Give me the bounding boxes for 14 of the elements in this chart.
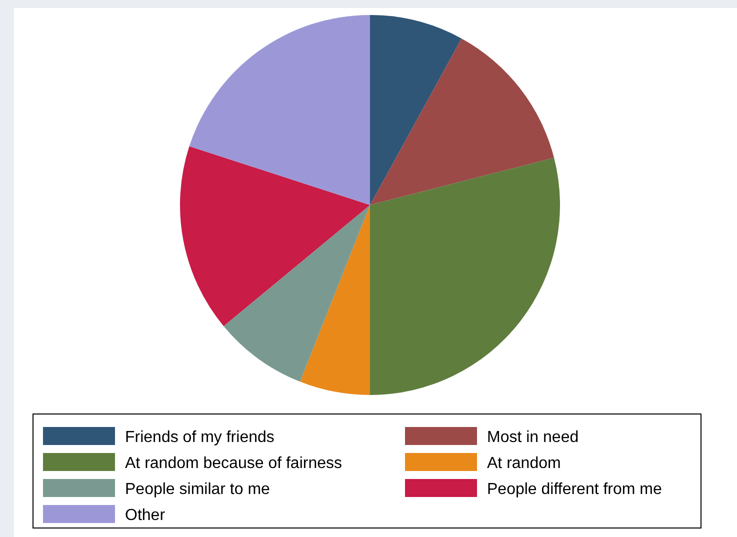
legend-label: People similar to me bbox=[125, 481, 270, 498]
pie-slice bbox=[370, 38, 554, 205]
pie-slice bbox=[180, 146, 370, 326]
pie-slice bbox=[370, 158, 560, 395]
legend-label: At random bbox=[487, 455, 561, 472]
pie-slice bbox=[224, 205, 370, 382]
pie-slice bbox=[189, 15, 370, 205]
pie-slice bbox=[300, 205, 370, 395]
legend-label: Friends of my friends bbox=[125, 429, 274, 446]
legend-label: Other bbox=[125, 507, 166, 524]
legend-label: At random because of fairness bbox=[125, 455, 342, 472]
pie-slice bbox=[370, 15, 462, 205]
legend-label: People different from me bbox=[487, 481, 662, 498]
legend-label: Most in need bbox=[487, 429, 579, 446]
